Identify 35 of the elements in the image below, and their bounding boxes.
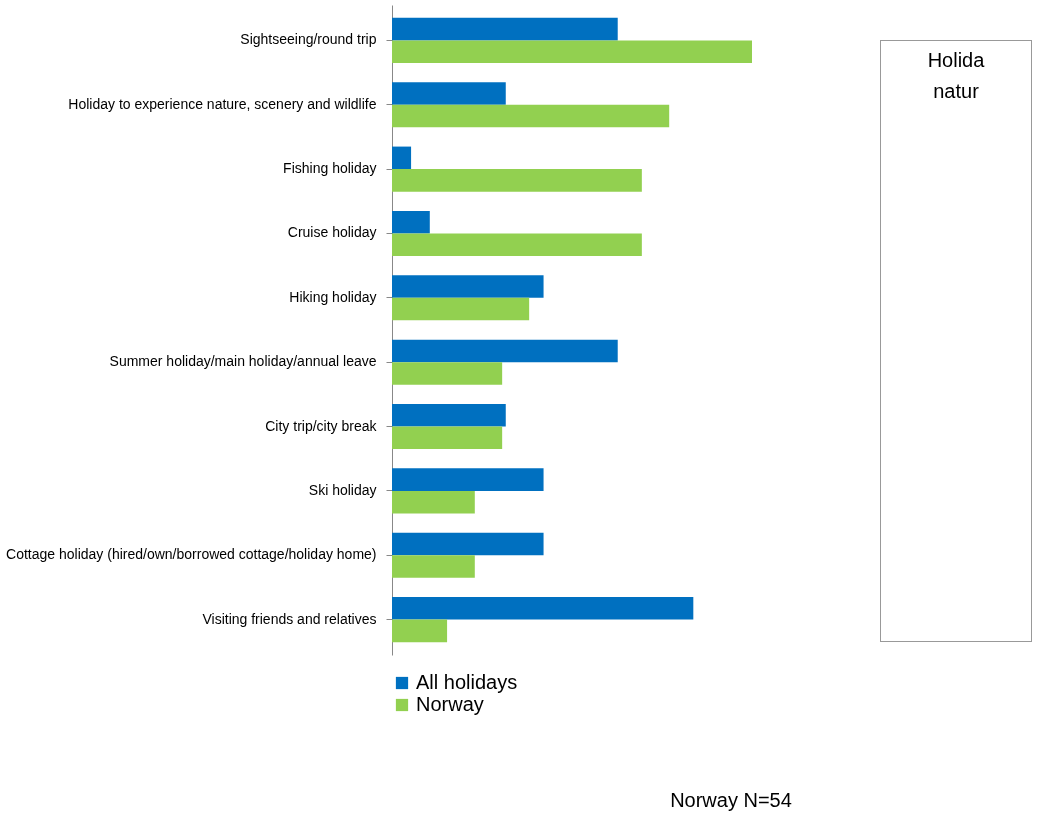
legend-label: Norway (416, 693, 484, 715)
bar (392, 555, 475, 578)
bar (392, 17, 618, 41)
bar (392, 275, 544, 298)
bar (392, 210, 430, 234)
bar (392, 297, 530, 321)
bar (392, 597, 694, 620)
bar (392, 146, 412, 170)
legend-label: All holidays (416, 671, 518, 693)
text: natur (932, 80, 980, 103)
bar (392, 104, 670, 128)
bar (392, 426, 503, 450)
bar (392, 404, 506, 427)
bar (392, 490, 475, 514)
bar (392, 619, 448, 643)
y-tick-label: Cruise holiday (287, 224, 377, 241)
text: Norway N=54 (669, 789, 793, 812)
bar (392, 233, 642, 256)
y-tick-label: Fishing holiday (283, 160, 377, 177)
bar (392, 169, 642, 192)
y-tick-label: Holiday to experience nature, scenery and wildlife (68, 95, 377, 112)
y-tick-label: Hiking holiday (289, 288, 377, 305)
bar (392, 82, 506, 105)
y-tick-label: Cottage holiday (hired/own/borrowed cottage/holiday home) (6, 546, 377, 563)
y-tick-label: Ski holiday (308, 481, 377, 498)
y-tick-label: Visiting friends and relatives (202, 610, 377, 627)
y-tick-label: City trip/city break (265, 417, 378, 434)
text: Holida (926, 49, 986, 72)
bar (392, 362, 503, 385)
y-tick-label: Sightseeing/round trip (240, 31, 377, 48)
bar (392, 468, 544, 491)
bar (392, 40, 752, 63)
bar (392, 532, 544, 556)
y-tick-label: Summer holiday/main holiday/annual leave (109, 353, 377, 370)
bar (392, 339, 618, 363)
